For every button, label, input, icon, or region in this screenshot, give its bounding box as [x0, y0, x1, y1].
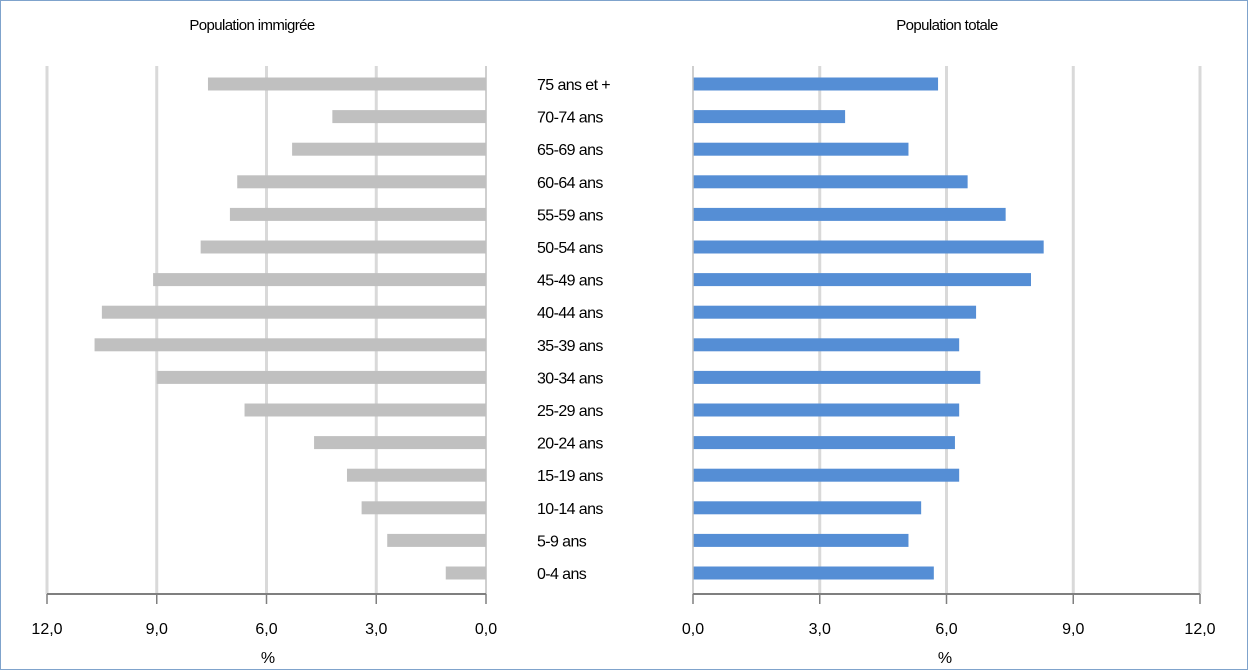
tick-label: 0,0	[682, 621, 704, 638]
category-label: 5-9 ans	[537, 533, 587, 550]
category-label: 15-19 ans	[537, 468, 603, 485]
x-axis-label: %	[938, 650, 952, 667]
bar-immigree-2	[292, 142, 486, 156]
bar-immigree-0	[207, 77, 486, 91]
tick-label: 6,0	[935, 621, 957, 638]
bar-totale-7	[693, 305, 977, 319]
bar-immigree-12	[346, 468, 486, 482]
tick-label: 3,0	[365, 621, 387, 638]
bar-totale-6	[693, 273, 1031, 287]
category-label: 0-4 ans	[537, 566, 587, 583]
bar-immigree-13	[361, 501, 486, 515]
category-label: 50-54 ans	[537, 240, 603, 257]
bar-immigree-1	[332, 110, 486, 124]
bar-immigree-3	[237, 175, 486, 189]
tick-label: 12,0	[1184, 621, 1215, 638]
bar-totale-11	[693, 436, 955, 450]
category-label: 40-44 ans	[537, 305, 603, 322]
bar-immigree-9	[156, 370, 486, 384]
bar-immigree-7	[101, 305, 486, 319]
bar-immigree-11	[314, 436, 486, 450]
bar-totale-10	[693, 403, 960, 417]
bar-totale-14	[693, 533, 909, 547]
bar-totale-15	[693, 566, 934, 580]
category-label: 30-34 ans	[537, 370, 603, 387]
category-label: 65-69 ans	[537, 142, 603, 159]
bar-immigree-8	[94, 338, 486, 352]
category-label: 25-29 ans	[537, 403, 603, 420]
bar-totale-1	[693, 110, 846, 124]
bar-totale-3	[693, 175, 968, 189]
category-label: 10-14 ans	[537, 501, 603, 518]
tick-label: 6,0	[255, 621, 277, 638]
bar-immigree-5	[200, 240, 486, 254]
category-label: 70-74 ans	[537, 110, 603, 127]
panel-title: Population immigrée	[189, 17, 315, 34]
tick-label: 12,0	[31, 621, 62, 638]
bar-totale-4	[693, 207, 1006, 221]
bar-totale-2	[693, 142, 909, 156]
bar-totale-5	[693, 240, 1044, 254]
bar-immigree-10	[244, 403, 486, 417]
tick-label: 3,0	[809, 621, 831, 638]
category-label: 35-39 ans	[537, 338, 603, 355]
bar-totale-13	[693, 501, 922, 515]
bar-immigree-14	[387, 533, 486, 547]
bar-immigree-15	[445, 566, 486, 580]
tick-label: 9,0	[146, 621, 168, 638]
category-label: 20-24 ans	[537, 436, 603, 453]
category-label: 45-49 ans	[537, 273, 603, 290]
category-label: 75 ans et +	[537, 77, 610, 94]
tick-label: 0,0	[475, 621, 497, 638]
category-label: 55-59 ans	[537, 207, 603, 224]
tick-label: 9,0	[1062, 621, 1084, 638]
bar-totale-8	[693, 338, 960, 352]
category-label: 60-64 ans	[537, 175, 603, 192]
bar-totale-12	[693, 468, 960, 482]
bar-immigree-4	[229, 207, 486, 221]
panel-title: Population totale	[896, 17, 998, 34]
x-axis-label: %	[261, 650, 275, 667]
bar-immigree-6	[153, 273, 486, 287]
bar-totale-0	[693, 77, 939, 91]
bar-totale-9	[693, 370, 981, 384]
